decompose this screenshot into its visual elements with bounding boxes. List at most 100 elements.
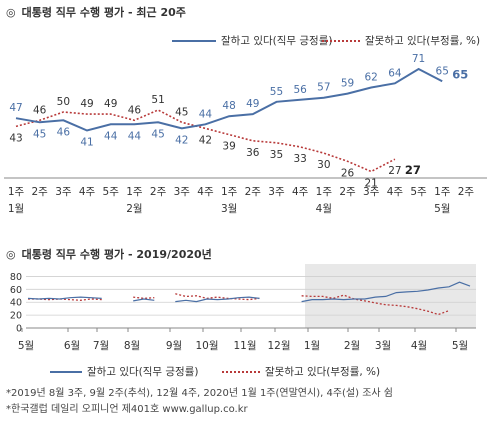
- chart1-positive-data-label: 56: [293, 84, 307, 96]
- chart1-positive-data-label: 49: [246, 98, 259, 110]
- chart1-x-tick-label: 3주: [363, 186, 380, 198]
- chart1-positive-data-label: 55: [270, 86, 283, 98]
- chart1-negative-data-label: 42: [199, 134, 212, 146]
- footnote-1: *2019년 8월 3주, 9월 2주(추석), 12월 4주, 2020년 1…: [6, 388, 393, 399]
- chart2-title-text: 대통령 직무 수행 평가 - 2019/2020년: [21, 248, 212, 261]
- chart2-legend-positive-label: 잘하고 있다(직무 긍정률): [87, 366, 199, 378]
- chart1-positive-data-label: 65: [436, 65, 449, 77]
- chart1-title: ◎ 대통령 직무 수행 평가 - 최근 20주: [6, 4, 186, 20]
- chart1-x-tick-label: 3주: [55, 186, 72, 198]
- chart2-x-tick-label: 3월: [375, 340, 391, 352]
- footnote-2: *한국갤럽 데일리 오피니언 제401호 www.gallup.co.kr: [6, 404, 248, 415]
- chart1-positive-data-label: 41: [80, 137, 93, 149]
- chart1-negative-data-label: 36: [246, 147, 260, 159]
- chart1-title-text: 대통령 직무 수행 평가 - 최근 20주: [21, 6, 186, 19]
- chart2-y-tick-label: 0: [16, 324, 22, 335]
- chart1-positive-end-label: 65: [452, 67, 468, 81]
- chart2-x-tick-label: 2월: [344, 340, 360, 352]
- chart1-x-tick-label: 5월: [434, 203, 450, 215]
- chart2-x-tick-label: 10월: [195, 340, 218, 352]
- chart1-negative-data-label: 33: [293, 153, 306, 165]
- chart1-negative-data-label: 43: [9, 132, 22, 144]
- chart1-positive-data-label: 48: [222, 100, 235, 112]
- chart2-title: ◎ 대통령 직무 수행 평가 - 2019/2020년: [6, 246, 212, 262]
- chart1-negative-data-label: 45: [175, 106, 188, 118]
- footnotes: *2019년 8월 3주, 9월 2주(추석), 12월 4주, 2020년 1…: [6, 386, 393, 418]
- chart2-legend-negative: 잘못하고 있다(부정률, %): [222, 364, 380, 379]
- chart1-negative-data-label: 46: [33, 104, 47, 116]
- chart1-positive-data-label: 44: [104, 130, 118, 142]
- legend-line-solid-icon: [50, 370, 82, 373]
- chart2-x-tick-label: 5월: [18, 340, 34, 352]
- chart1-positive-data-label: 59: [341, 78, 354, 90]
- chart1-x-tick-label: 2주: [458, 186, 475, 198]
- chart1-x-tick-label: 1주: [434, 186, 451, 198]
- chart2-x-tick-label: 12월: [267, 340, 290, 352]
- chart1-negative-end-label: 27: [405, 163, 421, 177]
- chart1-positive-data-label: 45: [33, 128, 46, 140]
- chart2-x-tick-label: 4월: [411, 340, 427, 352]
- chart2-legend-positive: 잘하고 있다(직무 긍정률): [50, 364, 198, 379]
- chart2-series-negative-line: [28, 293, 450, 316]
- chart2-plot: 0 20 40 60 80 5월 6월 7월 8월 9월 10월 11월 12월 1월 2월 3월 4월 5월: [10, 264, 476, 352]
- legend-line-solid-icon: [172, 39, 216, 42]
- chart2-x-tick-label: 7월: [93, 340, 109, 352]
- chart2-x-tick-label: 11월: [233, 340, 256, 352]
- chart1-x-tick-label: 3주: [268, 186, 285, 198]
- chart1-x-tick-label: 2주: [32, 186, 49, 198]
- chart1-negative-data-label: 35: [270, 149, 283, 161]
- chart1-positive-data-label: 42: [175, 134, 188, 146]
- chart1-x-tick-label: 2주: [339, 186, 356, 198]
- chart1-x-tick-label: 4주: [387, 186, 404, 198]
- chart2-highlight-region: [305, 264, 476, 328]
- chart1-negative-data-label: 49: [104, 98, 117, 110]
- legend-line-dotted-icon: [222, 370, 260, 373]
- chart1-x-tick-label: 4주: [292, 186, 309, 198]
- chart2-series-positive-line: [27, 281, 471, 303]
- chart2-title-marker: ◎: [6, 248, 16, 261]
- chart2-y-tick-label: 20: [10, 311, 22, 322]
- chart1-positive-data-label: 71: [412, 53, 425, 65]
- chart2-y-tick-label: 40: [10, 298, 22, 309]
- chart1-title-marker: ◎: [6, 6, 16, 19]
- chart1-series-positive-line: [15, 67, 443, 132]
- chart1-x-tick-label: 2주: [245, 186, 262, 198]
- chart2-x-tick-label: 9월: [166, 340, 182, 352]
- chart1-negative-data-label: 26: [341, 167, 355, 179]
- chart2-legend-negative-label: 잘못하고 있다(부정률, %): [265, 366, 381, 378]
- chart1-x-tick-label: 4주: [197, 186, 214, 198]
- chart1-x-tick-label: 4주: [79, 186, 96, 198]
- chart1-legend-negative-label: 잘못하고 있다(부정률, %): [365, 35, 481, 47]
- chart1-x-tick-label: 2월: [126, 203, 142, 215]
- chart1-negative-data-label: 27: [388, 165, 401, 177]
- chart1-positive-data-label: 57: [317, 82, 330, 94]
- chart1-positive-data-label: 44: [128, 130, 142, 142]
- chart2-x-tick-label: 6월: [64, 340, 80, 352]
- chart1-negative-data-label: 21: [365, 178, 378, 190]
- chart1-x-tick-label: 1주: [316, 186, 333, 198]
- chart1-x-tick-label: 1주: [221, 186, 238, 198]
- chart1-x-tick-label: 2주: [150, 186, 167, 198]
- chart1-x-tick-label: 4월: [316, 203, 332, 215]
- chart1-positive-data-label: 47: [9, 102, 22, 114]
- chart1-plot: 1주 1월 2주 3주 4주 5주 1주 2월 2주 3주 4주 1주 3월 2주 3주 4주 1주 4월 2주 3주…: [4, 53, 487, 215]
- chart1-legend-positive-label: 잘하고 있다(직무 긍정률): [221, 35, 333, 47]
- chart1-negative-data-label: 49: [80, 98, 93, 110]
- chart1-x-tick-label: 1월: [8, 203, 24, 215]
- chart1-positive-data-label: 64: [388, 67, 402, 79]
- chart1-positive-data-label: 44: [199, 108, 213, 120]
- chart2-x-tick-label: 8월: [124, 340, 140, 352]
- chart1-x-tick-label: 3월: [221, 203, 237, 215]
- chart1-positive-data-label: 46: [57, 126, 71, 138]
- chart1-negative-data-label: 30: [317, 159, 330, 171]
- chart1-x-tick-label: 3주: [174, 186, 191, 198]
- chart1-x-tick-label: 5주: [103, 186, 120, 198]
- chart1-series-negative-line: [15, 109, 396, 173]
- chart1-negative-data-label: 50: [57, 96, 70, 108]
- chart2-x-tick-label: 1월: [304, 340, 320, 352]
- chart1-x-tick-label: 1주: [8, 186, 25, 198]
- chart1-legend-positive: 잘하고 있다(직무 긍정률): [172, 33, 332, 48]
- chart1-legend-negative: 잘못하고 있다(부정률, %): [322, 33, 480, 48]
- chart2-y-tick-label: 60: [10, 285, 22, 296]
- chart2-x-tick-label: 5월: [452, 340, 468, 352]
